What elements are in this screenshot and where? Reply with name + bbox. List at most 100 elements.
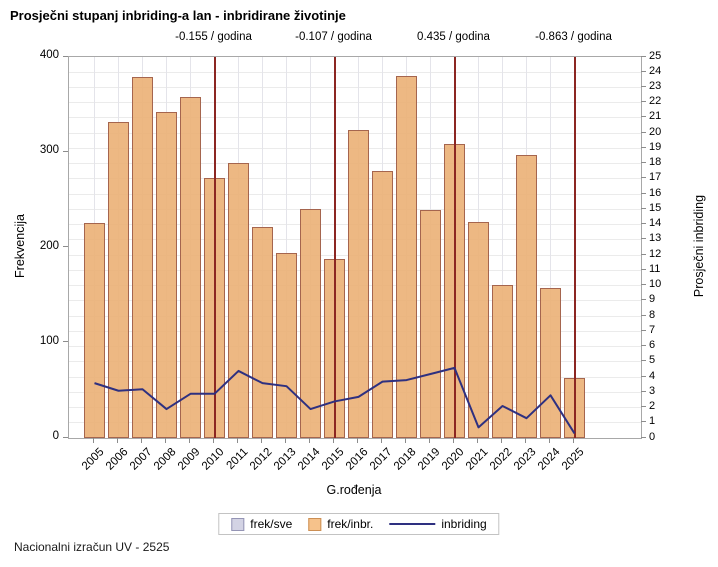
plot-area	[68, 56, 642, 439]
legend-item-inbriding: inbriding	[389, 517, 487, 531]
y-right-tick-label: 8	[649, 308, 656, 321]
inbriding-line	[94, 366, 576, 434]
bar-2016	[348, 130, 369, 438]
y-right-tick	[641, 70, 646, 72]
y-left-tick-label: 400	[39, 49, 59, 61]
bar-2011	[228, 162, 249, 438]
y-left-tick	[63, 150, 68, 152]
y-right-tick	[641, 406, 646, 408]
y-right-tick-label: 20	[649, 125, 662, 138]
v-gridline	[286, 57, 287, 438]
v-gridline	[502, 57, 503, 438]
x-tick	[405, 438, 406, 443]
y-right-tick-label: 4	[649, 369, 656, 382]
y-right-tick	[641, 116, 646, 118]
bar-2023	[516, 155, 537, 438]
y-right-tick-label: 21	[649, 110, 662, 123]
y-left-tick-label: 200	[39, 239, 59, 252]
y-right-tick	[641, 390, 646, 392]
x-tick-label-2014: 2014	[295, 446, 322, 473]
x-tick	[237, 438, 238, 443]
annotation-2025: -0.863 / godina	[535, 31, 612, 43]
reference-line-2025	[573, 57, 576, 438]
y-right-tick	[641, 268, 646, 270]
y-right-tick-label: 12	[649, 247, 662, 260]
y-right-tick-label: 19	[649, 140, 662, 153]
y-right-tick	[641, 436, 646, 438]
y-right-tick-label: 10	[649, 278, 662, 291]
x-tick-label-2023: 2023	[511, 446, 538, 473]
x-tick	[357, 438, 358, 443]
y-right-tick-label: 9	[649, 293, 656, 306]
x-tick-label-2011: 2011	[224, 446, 250, 472]
x-tick-label-2013: 2013	[271, 446, 298, 473]
y-right-tick-label: 15	[649, 201, 662, 214]
x-tick	[117, 438, 118, 443]
x-tick	[189, 438, 190, 443]
y-right-tick-label: 22	[649, 95, 662, 108]
y-right-tick	[641, 345, 646, 347]
reference-line-2015	[333, 57, 336, 438]
x-tick	[93, 438, 94, 443]
y-right-tick-label: 13	[649, 232, 662, 245]
y-left-tick	[63, 436, 68, 438]
bar-2007	[132, 77, 153, 438]
annotation-2020: 0.435 / godina	[417, 31, 490, 43]
y-right-tick	[641, 85, 646, 87]
legend-swatch-frek-sve-icon	[231, 517, 245, 531]
x-tick	[309, 438, 310, 443]
bar-2021	[468, 221, 489, 438]
x-tick-label-2009: 2009	[175, 446, 202, 473]
bar-2009	[180, 97, 201, 438]
legend-swatch-frek-inbr-icon	[308, 517, 322, 531]
y-right-tick	[641, 131, 646, 133]
y-right-tick	[641, 314, 646, 316]
y-right-tick-label: 23	[649, 79, 662, 92]
y-right-tick	[641, 207, 646, 209]
h-gridline	[69, 117, 641, 119]
x-tick	[141, 438, 142, 443]
reference-line-2020	[453, 57, 456, 438]
h-gridline	[69, 71, 641, 73]
y-right-tick	[641, 421, 646, 423]
x-tick-label-2020: 2020	[439, 446, 466, 473]
x-tick-label-2005: 2005	[79, 446, 106, 473]
y-right-tick	[641, 360, 646, 362]
y-left-tick-label: 300	[39, 144, 59, 157]
y-right-tick	[641, 177, 646, 179]
y-right-tick-label: 18	[649, 156, 662, 169]
y-right-tick-label: 5	[649, 354, 656, 367]
legend-label-frek-sve: frek/sve	[250, 517, 293, 531]
x-tick-label-2006: 2006	[103, 446, 130, 473]
x-tick	[429, 438, 430, 443]
x-tick	[285, 438, 286, 443]
y-right-tick-label: 25	[649, 49, 662, 62]
y-right-tick	[641, 253, 646, 255]
bar-2017	[372, 171, 393, 438]
y-axis-right-title: Prosječni inbriding	[692, 194, 706, 298]
bar-2012	[252, 226, 273, 438]
y-right-tick-label: 6	[649, 339, 656, 352]
bar-2018	[396, 76, 417, 438]
annotation-2010: -0.155 / godina	[175, 31, 252, 43]
x-tick-label-2017: 2017	[367, 446, 394, 473]
y-right-tick	[641, 329, 646, 331]
y-right-tick-label: 0	[649, 430, 656, 443]
x-tick-label-2012: 2012	[247, 446, 274, 473]
y-right-tick-label: 7	[649, 323, 656, 336]
v-gridline	[550, 57, 551, 438]
y-right-tick-label: 11	[649, 262, 661, 275]
annotation-2015: -0.107 / godina	[295, 31, 372, 43]
x-tick	[261, 438, 262, 443]
x-tick	[549, 438, 550, 443]
y-right-tick	[641, 238, 646, 240]
bar-2022	[492, 284, 513, 438]
x-tick-label-2016: 2016	[343, 446, 370, 473]
x-tick	[333, 438, 334, 443]
h-gridline	[69, 102, 641, 104]
y-left-tick-label: 0	[52, 430, 59, 442]
x-tick-label-2008: 2008	[151, 446, 178, 473]
y-right-tick	[641, 162, 646, 164]
y-right-tick-label: 17	[649, 171, 662, 184]
